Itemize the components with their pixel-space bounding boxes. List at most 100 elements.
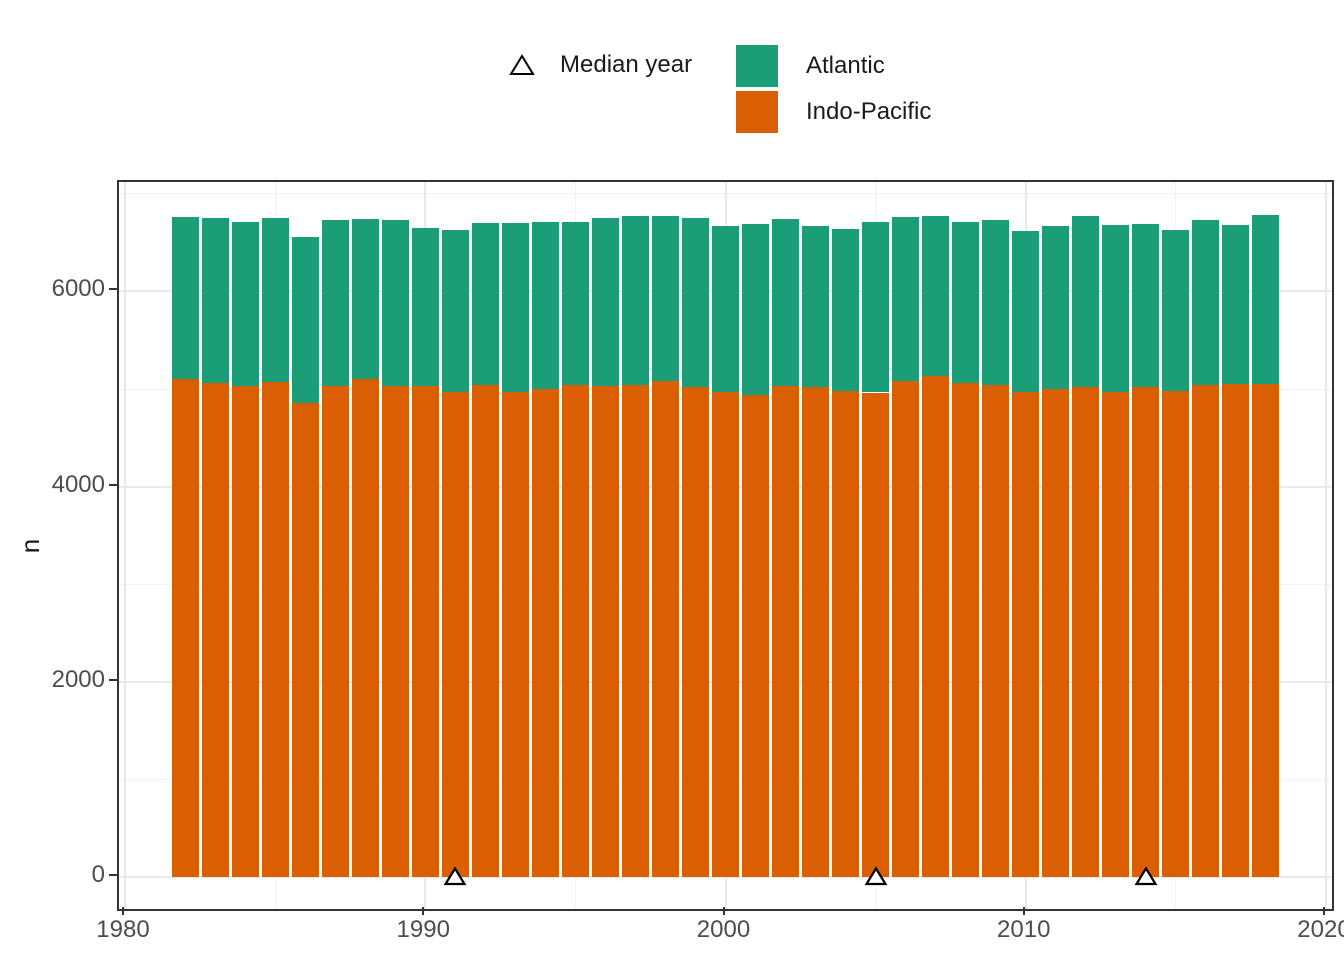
bar-indo-pacific-2012	[1072, 386, 1100, 878]
bar-atlantic-2004	[832, 228, 860, 391]
median-marker-2005	[864, 866, 888, 887]
plot-panel	[117, 180, 1334, 911]
bar-atlantic-2005	[862, 221, 890, 393]
bar-indo-pacific-1992	[471, 385, 499, 878]
legend-label-indo-pacific: Indo-Pacific	[806, 98, 932, 125]
bar-atlantic-2000	[712, 225, 739, 392]
bar-atlantic-2010	[1012, 231, 1040, 392]
x-tick-1980	[122, 907, 124, 915]
bar-atlantic-1996	[591, 218, 619, 387]
median-marker-1991	[443, 866, 467, 887]
bar-indo-pacific-1988	[351, 379, 379, 878]
bar-atlantic-2003	[802, 225, 830, 388]
bar-indo-pacific-2017	[1222, 384, 1250, 878]
bar-atlantic-2011	[1042, 225, 1070, 390]
bar-indo-pacific-1984	[231, 385, 259, 878]
bar-indo-pacific-1995	[561, 385, 589, 878]
y-tick-label-0: 0	[91, 861, 105, 889]
bar-indo-pacific-1983	[201, 383, 229, 878]
bar-atlantic-2015	[1162, 230, 1190, 391]
bar-indo-pacific-1985	[261, 382, 289, 878]
bar-indo-pacific-2018	[1252, 384, 1280, 878]
bar-indo-pacific-1998	[651, 380, 679, 878]
bar-atlantic-1984	[231, 221, 259, 386]
bar-atlantic-1994	[531, 221, 559, 390]
bar-atlantic-1987	[321, 219, 349, 386]
bar-atlantic-1983	[201, 217, 229, 384]
bar-atlantic-1997	[621, 216, 649, 386]
y-tick-0	[109, 874, 117, 877]
bar-atlantic-2002	[772, 218, 800, 387]
x-tick-label-1990: 1990	[396, 916, 450, 943]
y-axis-title: n	[15, 538, 45, 554]
bar-indo-pacific-2007	[922, 376, 950, 878]
bar-atlantic-1991	[441, 229, 469, 392]
y-tick-2000	[109, 678, 117, 681]
bar-indo-pacific-2010	[1012, 391, 1040, 878]
bar-indo-pacific-2009	[982, 385, 1010, 878]
bar-atlantic-1999	[681, 218, 709, 387]
y-tick-6000	[109, 288, 117, 291]
x-tick-2010	[1022, 907, 1025, 915]
bar-atlantic-1989	[381, 220, 409, 387]
x-tick-1990	[422, 907, 425, 915]
bar-atlantic-1990	[411, 227, 439, 386]
bar-atlantic-1986	[291, 236, 319, 403]
bar-atlantic-2008	[952, 222, 980, 384]
bar-atlantic-2009	[982, 219, 1010, 386]
bar-indo-pacific-1986	[291, 402, 319, 878]
bar-atlantic-2007	[922, 216, 950, 377]
bar-atlantic-1985	[261, 217, 289, 383]
gridline-major-x-2020	[1324, 182, 1327, 909]
bar-indo-pacific-2003	[802, 387, 830, 878]
x-tick-2000	[722, 907, 725, 915]
legend-label-atlantic: Atlantic	[806, 52, 885, 79]
median-marker-2014	[1134, 866, 1158, 887]
legend: Median year Atlantic Indo-Pacific	[0, 0, 1344, 150]
y-tick-4000	[109, 483, 117, 486]
bar-indo-pacific-1999	[681, 386, 709, 878]
bar-atlantic-2012	[1072, 216, 1100, 387]
bar-indo-pacific-2008	[952, 383, 980, 878]
y-tick-label-4000: 4000	[51, 470, 105, 498]
bar-indo-pacific-1989	[381, 386, 409, 878]
bar-indo-pacific-2002	[772, 386, 800, 878]
median-year-triangle-icon	[509, 54, 535, 75]
bar-indo-pacific-1990	[411, 385, 439, 878]
bar-atlantic-2014	[1132, 224, 1160, 387]
legend-key-atlantic	[736, 45, 778, 87]
bar-atlantic-1982	[171, 217, 199, 380]
bar-indo-pacific-2000	[712, 391, 739, 878]
bar-indo-pacific-2014	[1132, 386, 1160, 878]
bar-indo-pacific-2004	[832, 390, 860, 878]
bar-atlantic-1993	[501, 223, 529, 392]
bar-atlantic-2017	[1222, 225, 1250, 385]
bar-atlantic-1998	[651, 216, 679, 381]
bar-indo-pacific-2006	[892, 380, 920, 878]
y-tick-label-2000: 2000	[51, 665, 105, 693]
bar-indo-pacific-1997	[621, 385, 649, 878]
legend-key-indo-pacific	[736, 91, 778, 133]
bar-indo-pacific-2001	[742, 394, 770, 878]
bar-indo-pacific-1994	[531, 389, 559, 878]
bar-indo-pacific-2005	[862, 392, 890, 878]
x-tick-2020	[1322, 907, 1325, 915]
bar-indo-pacific-1987	[321, 385, 349, 878]
bar-atlantic-2001	[742, 224, 770, 395]
bar-indo-pacific-2011	[1042, 389, 1070, 878]
bar-atlantic-1992	[471, 222, 499, 386]
bar-indo-pacific-2013	[1102, 391, 1130, 878]
legend-median-label: Median year	[560, 51, 693, 78]
bar-atlantic-2013	[1102, 224, 1130, 392]
legend-median-entry: Median year	[508, 51, 693, 78]
y-tick-label-6000: 6000	[51, 275, 105, 303]
bar-atlantic-1988	[351, 219, 379, 380]
bar-atlantic-2016	[1192, 219, 1220, 386]
bar-indo-pacific-1993	[501, 391, 529, 878]
x-tick-label-2000: 2000	[696, 916, 751, 943]
bar-indo-pacific-1991	[441, 391, 469, 878]
bar-atlantic-2006	[892, 217, 920, 381]
bar-indo-pacific-1996	[591, 386, 619, 878]
gridline-major-x-1980	[124, 182, 126, 909]
